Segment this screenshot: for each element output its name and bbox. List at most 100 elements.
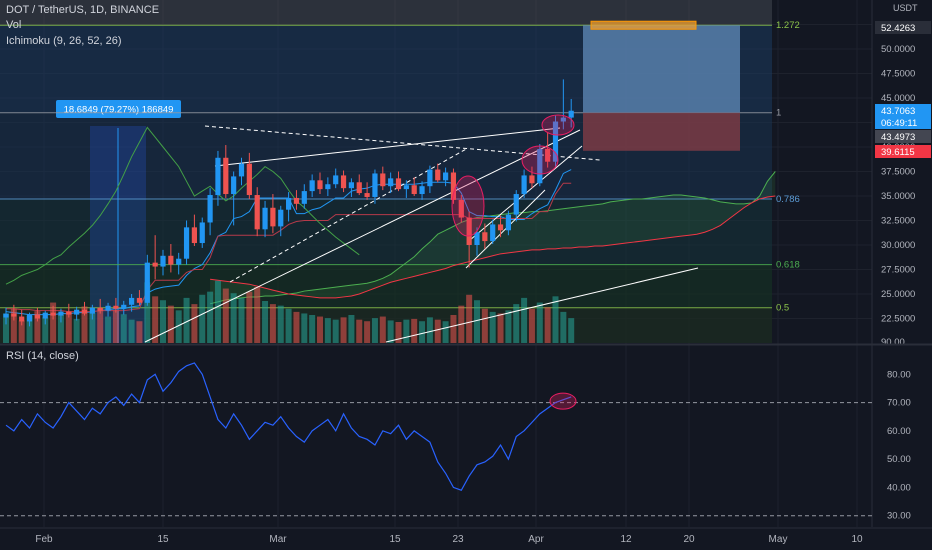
price-panel[interactable]: 18.6849 (79.27%) 186849 1.272 1 0.786 0.618 0… (0, 0, 932, 527)
volume-bar (254, 287, 261, 343)
time-tick-label: 20 (683, 534, 695, 545)
candle-body (144, 262, 150, 303)
time-tick-label: Mar (269, 534, 287, 545)
candle-body (136, 297, 143, 303)
ichimoku-span-a (209, 171, 776, 305)
candle-body (443, 172, 449, 181)
price-tick-label: 32.5000 (881, 216, 915, 227)
candle-body (254, 195, 260, 230)
price-badge (875, 21, 931, 34)
candle-body (105, 305, 111, 311)
measure-label-box (56, 100, 181, 118)
rsi-panel[interactable]: 80.00 70.00 60.00 50.00 40.00 30.00 (0, 362, 911, 522)
candle-body (246, 163, 252, 196)
volume-bar (552, 296, 559, 343)
candle-body (529, 175, 535, 184)
volume-bar (246, 291, 253, 343)
volume-bar (332, 319, 339, 343)
volume-legend[interactable]: Vol (6, 19, 21, 31)
price-badge-text: 43.7063 (881, 106, 915, 117)
rsi-tick-label: 60.00 (887, 426, 911, 437)
price-badge (875, 116, 931, 129)
candle-body (537, 148, 543, 184)
candle-body (183, 227, 190, 259)
volume-bar (356, 319, 363, 343)
symbol-title[interactable]: DOT / TetherUS, 1D, BINANCE (6, 4, 159, 16)
trendline-rising-wedge-lower[interactable] (144, 129, 581, 343)
highlight-ellipse-rsi[interactable] (549, 392, 577, 410)
volume-bar (81, 306, 88, 343)
ichimoku-legend[interactable]: Ichimoku (9, 26, 52, 26) (6, 35, 122, 47)
fib-label-0.786: 0.786 (776, 194, 800, 205)
target-zone[interactable] (583, 25, 740, 113)
candle-body (427, 169, 433, 187)
volume-bar (50, 302, 57, 343)
volume-bar (136, 321, 143, 343)
rsi-tick-label: 70.00 (887, 398, 911, 409)
candle-body (3, 313, 9, 318)
volume-bar (544, 307, 551, 343)
volume-bar (395, 322, 402, 343)
ichimoku-label: Ichimoku (9, 26, 52, 26) (6, 35, 122, 47)
time-tick-label: 15 (389, 534, 401, 545)
volume-bar (489, 311, 496, 343)
volume-bar (160, 300, 166, 343)
candle-body (231, 176, 237, 195)
price-tick-label: 30.0000 (881, 240, 915, 251)
candle-body (215, 157, 221, 196)
volume-bar (10, 308, 17, 343)
trendline-long-support[interactable] (385, 267, 699, 343)
volume-bar (222, 288, 229, 343)
highlight-ellipse-mid[interactable] (521, 145, 559, 175)
time-tick-label: May (769, 534, 788, 545)
rsi-legend[interactable]: RSI (14, close) (6, 350, 79, 362)
fib-label-1: 1 (776, 108, 781, 119)
volume-bar (277, 305, 284, 343)
measure-label: 18.6849 (79.27%) 186849 (64, 105, 174, 116)
volume-bar (65, 311, 72, 343)
stop-zone[interactable] (583, 112, 740, 151)
highlight-ellipse-dip[interactable] (451, 175, 485, 237)
candle-body (121, 304, 127, 309)
candle-body (176, 258, 182, 265)
price-badge (875, 130, 931, 143)
candle-body (411, 185, 417, 195)
volume-bar (105, 316, 112, 343)
candle-body (388, 178, 394, 187)
volume-bar (474, 300, 480, 343)
candle-body (435, 169, 441, 181)
ichimoku-span-b (210, 195, 776, 299)
volume-bar (128, 319, 135, 343)
candle-body (74, 309, 80, 315)
candle-body (168, 255, 174, 265)
price-tick-label: 50.0000 (881, 44, 915, 55)
volume-bar (214, 280, 221, 343)
price-badge-text: 43.4973 (881, 132, 915, 143)
volume-bar (379, 316, 386, 343)
highlight-ellipse-top[interactable] (541, 114, 575, 136)
volume-bar (301, 313, 308, 343)
volume-bar (426, 317, 433, 343)
volume-bar (497, 313, 504, 343)
trendline-rising-wedge-upper[interactable] (214, 127, 561, 167)
volume-bar (309, 315, 316, 343)
candle-body (372, 173, 378, 197)
volume-bar (324, 318, 331, 343)
trendline-dashed-resistance[interactable] (204, 125, 601, 161)
candle-body (19, 316, 25, 322)
volume-bar (466, 294, 473, 343)
volume-bar (434, 319, 441, 343)
candle-body (380, 173, 386, 187)
target-marker (590, 20, 697, 30)
candle-body (207, 195, 213, 223)
candle-body (403, 185, 409, 190)
candle-body (450, 172, 457, 200)
rsi-line[interactable] (5, 362, 572, 491)
trendline-short-rise[interactable] (465, 189, 546, 269)
candle-body (505, 214, 511, 231)
time-tick-label: 15 (157, 534, 169, 545)
candle-body (97, 307, 103, 311)
volume-bar (450, 315, 457, 343)
rsi-tick-label: 40.00 (887, 482, 911, 493)
